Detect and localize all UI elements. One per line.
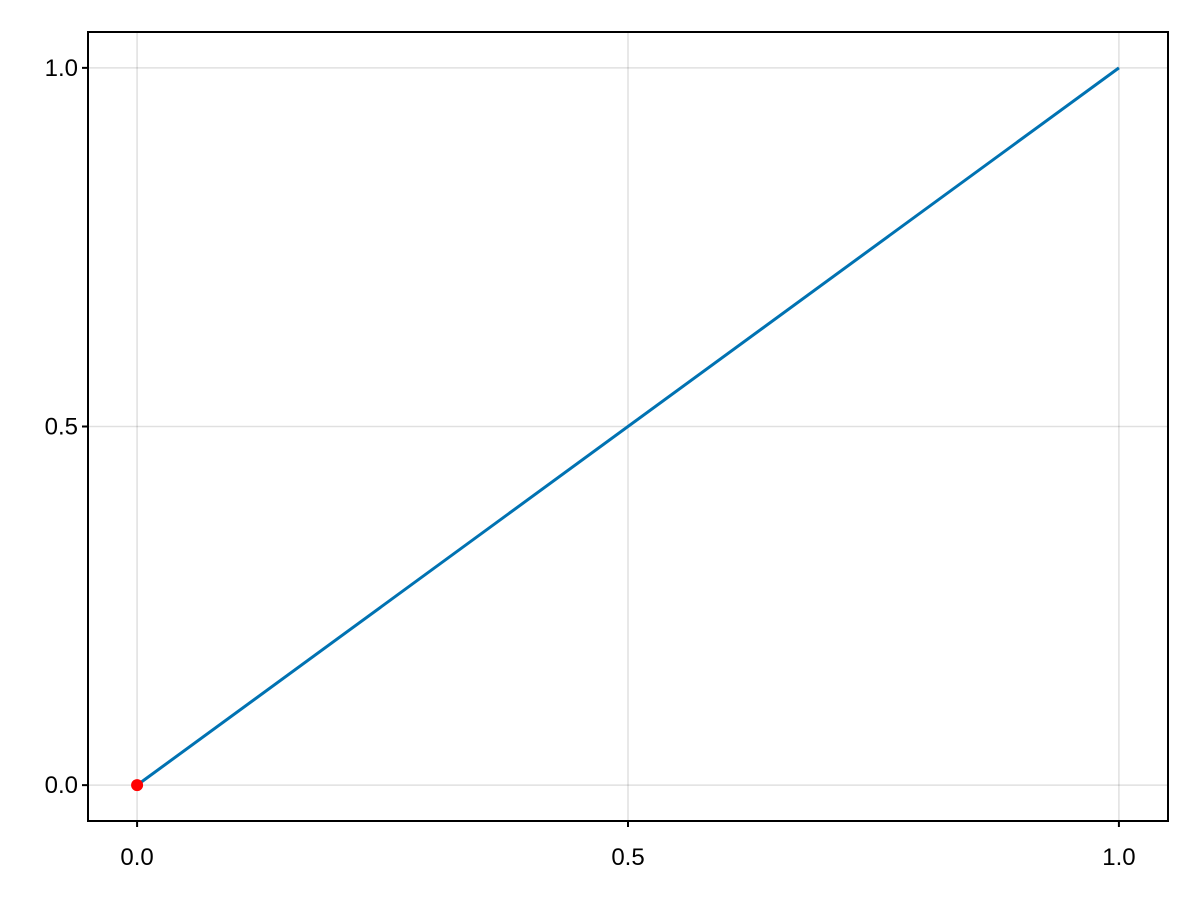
- plot-marks: [131, 66, 1120, 792]
- ticks: 0.0 0.5 1.0 0.0 0.5 1.0: [45, 55, 1136, 871]
- x-tick-label: 1.0: [1102, 844, 1135, 871]
- x-tick-label: 0.5: [611, 844, 644, 871]
- y-tick-label: 0.5: [45, 414, 78, 441]
- scatter-point: [131, 779, 144, 792]
- y-tick-label: 0.0: [45, 772, 78, 799]
- y-tick-label: 1.0: [45, 55, 78, 82]
- x-tick-label: 0.0: [120, 844, 153, 871]
- line-series: [136, 66, 1120, 787]
